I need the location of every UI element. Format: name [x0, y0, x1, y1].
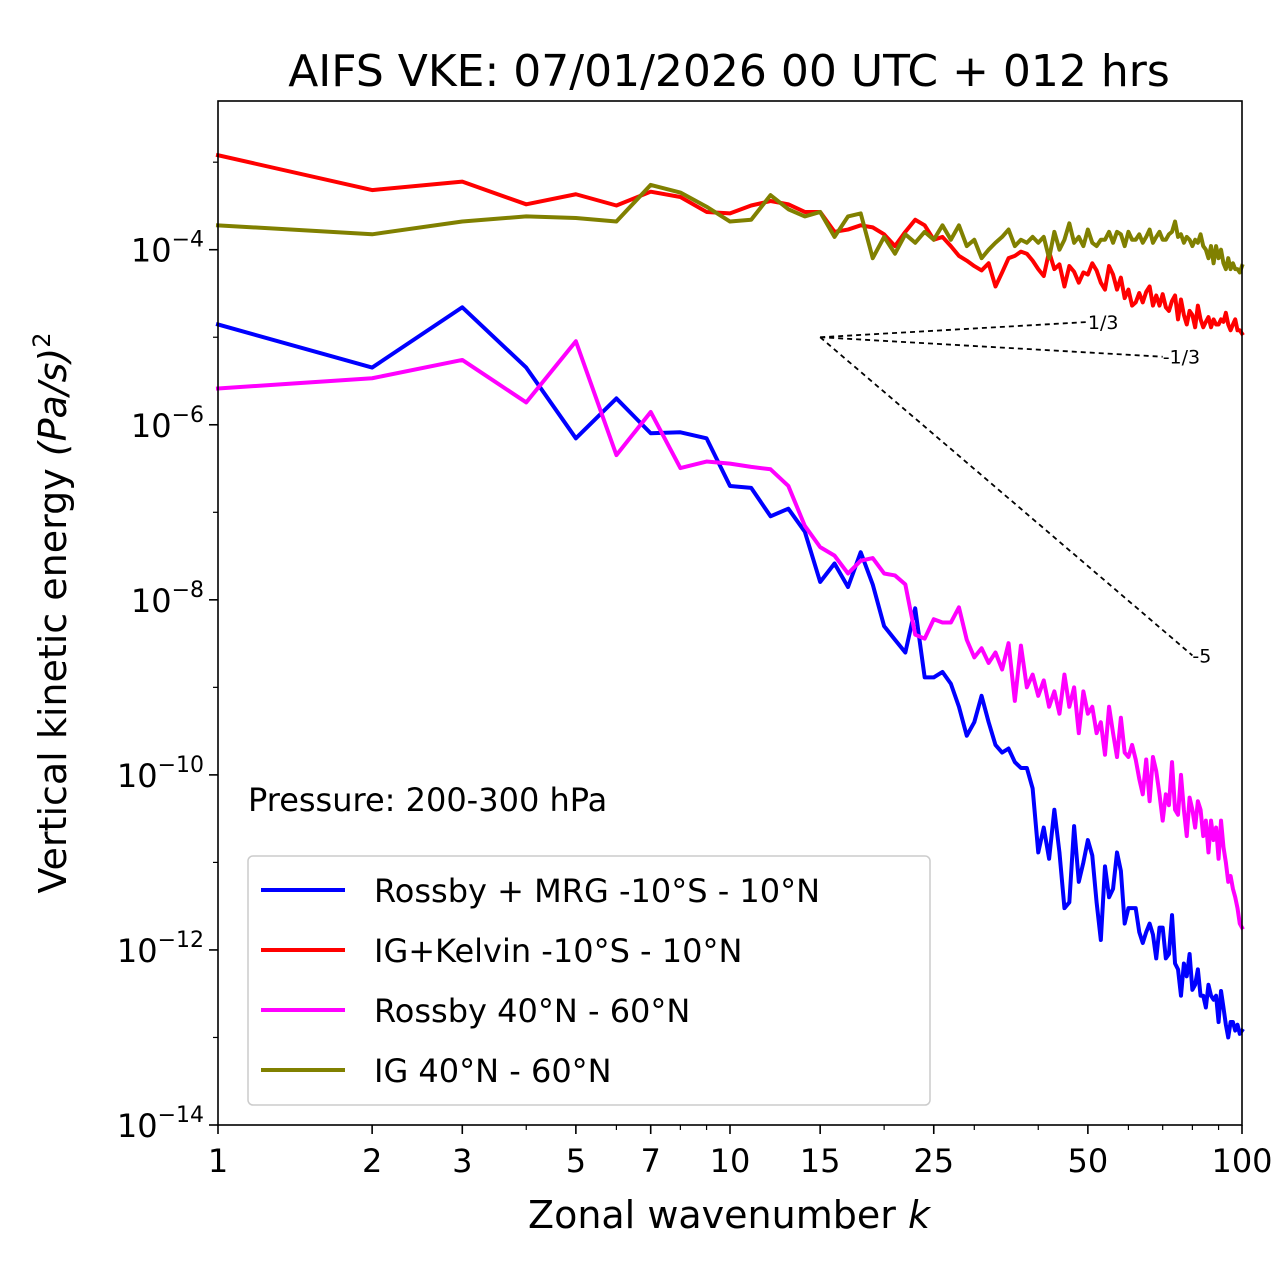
- x-tick-label: 3: [452, 1142, 472, 1180]
- y-tick-label: 10−14: [117, 1103, 204, 1145]
- x-tick-label: 2: [362, 1142, 382, 1180]
- x-axis-label-text: Zonal wavenumber: [528, 1193, 908, 1237]
- series-line-2: [215, 152, 1245, 337]
- x-axis-label: Zonal wavenumber k: [528, 1193, 932, 1237]
- x-tick-label: 10: [710, 1142, 751, 1180]
- legend-label: Rossby 40°N - 60°N: [374, 992, 690, 1030]
- x-tick-label: 5: [566, 1142, 586, 1180]
- x-tick-label: 7: [641, 1142, 661, 1180]
- y-axis-label-unit: (Pa/s): [31, 348, 75, 456]
- series-line-3: [215, 339, 1245, 931]
- legend-label: Rossby + MRG -10°S - 10°N: [374, 872, 820, 910]
- y-axis-label-exponent: 2: [28, 333, 56, 348]
- axis-ticks: 1 2 3 5 7 10 15 25 50 100 10−14 10−12 10−10 10−8 10−6 1…: [117, 161, 1273, 1180]
- reference-slope-label: 1/3: [1088, 312, 1119, 334]
- y-tick-label: 10−12: [117, 928, 204, 970]
- legend-box: [247, 855, 931, 1106]
- reference-slope-line: [820, 336, 1163, 358]
- reference-slope-label: -1/3: [1163, 347, 1200, 369]
- legend: Rossby + MRG -10°S - 10°N IG+Kelvin -10°S…: [247, 855, 931, 1106]
- y-tick-label: 10−8: [131, 578, 204, 620]
- y-tick-label: 10−10: [117, 753, 204, 795]
- reference-slope-label: -5: [1192, 645, 1211, 667]
- legend-label: IG 40°N - 60°N: [374, 1052, 612, 1090]
- x-axis-label-symbol: k: [908, 1193, 932, 1237]
- series-line-4: [215, 182, 1245, 275]
- reference-slopes: 1/3 -1/3 -5: [819, 312, 1211, 667]
- y-axis-label: Vertical kinetic energy (Pa/s)2: [28, 333, 75, 894]
- legend-label: IG+Kelvin -10°S - 10°N: [374, 932, 742, 970]
- x-tick-label: 15: [800, 1142, 841, 1180]
- reference-slope-line: [819, 336, 1193, 657]
- reference-slope-line: [820, 321, 1088, 339]
- chart-title: AIFS VKE: 07/01/2026 00 UTC + 012 hrs: [288, 46, 1170, 97]
- y-tick-label: 10−6: [131, 403, 204, 445]
- x-tick-label: 1: [208, 1142, 228, 1180]
- data-series: [215, 152, 1245, 1040]
- plot-frame: [217, 100, 1243, 1126]
- x-tick-label: 25: [913, 1142, 954, 1180]
- y-axis-label-text: Vertical kinetic energy: [31, 456, 75, 893]
- y-tick-label: 10−4: [131, 228, 204, 270]
- pressure-annotation: Pressure: 200-300 hPa: [248, 781, 607, 819]
- x-tick-label: 50: [1068, 1142, 1109, 1180]
- x-tick-label: 100: [1211, 1142, 1272, 1180]
